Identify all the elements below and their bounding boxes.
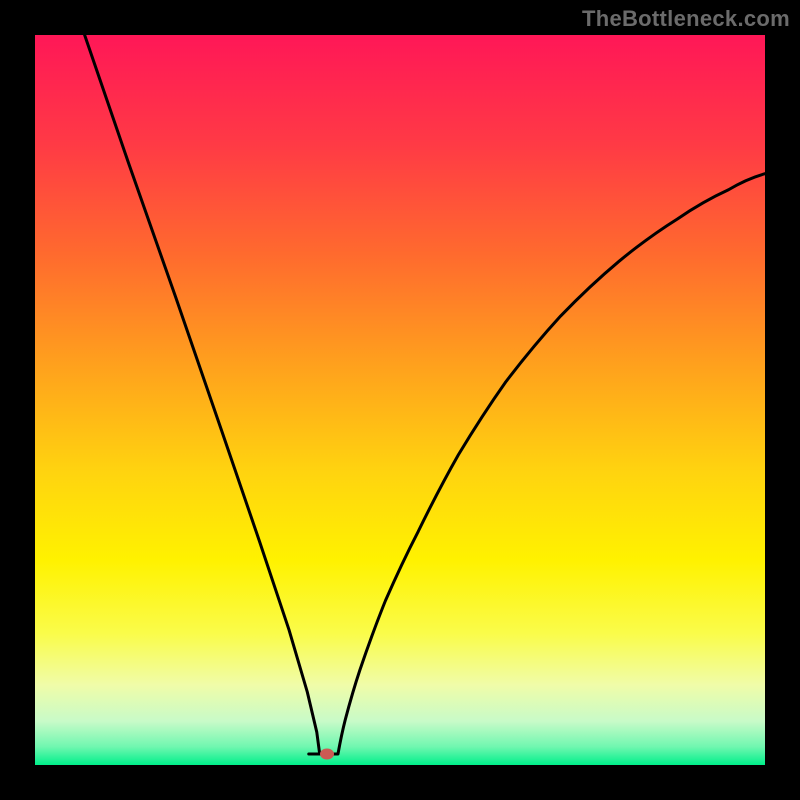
- chart-plot-area: [35, 35, 765, 765]
- watermark-text: TheBottleneck.com: [582, 6, 790, 32]
- optimum-marker: [320, 749, 334, 760]
- bottleneck-curve: [35, 35, 765, 765]
